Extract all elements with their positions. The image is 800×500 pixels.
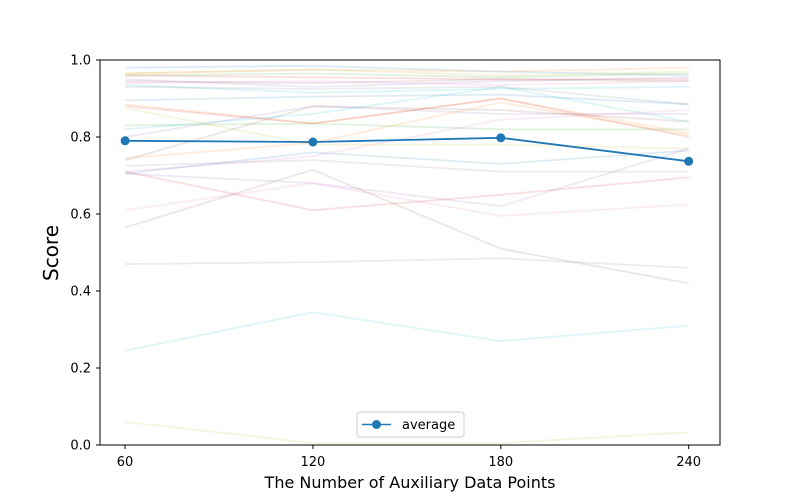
legend-average-marker xyxy=(372,420,381,429)
background-series-line-17 xyxy=(125,159,689,173)
average-series-group xyxy=(120,133,694,166)
background-series-line-23 xyxy=(125,147,689,208)
background-series-line-13 xyxy=(125,97,689,138)
background-series-line-27 xyxy=(124,311,689,352)
background-series-line-12 xyxy=(125,122,689,131)
background-series-line-2 xyxy=(125,72,689,79)
average-series-line xyxy=(125,136,689,163)
y-tick-label-5: 1.0 xyxy=(70,54,91,69)
background-series-line-20 xyxy=(124,149,689,175)
y-axis-ticks: 0.0 0.2 0.4 0.6 0.8 1.0 xyxy=(70,54,100,454)
background-series-line-16 xyxy=(125,109,689,173)
background-series-line-6 xyxy=(125,80,689,86)
background-series-line-22 xyxy=(124,170,689,212)
y-tick-label-3: 0.6 xyxy=(70,208,91,223)
legend-box xyxy=(356,411,465,438)
y-tick-label-4: 0.8 xyxy=(70,131,91,146)
x-tick-label-180: 180 xyxy=(488,455,513,470)
average-point-180 xyxy=(496,133,506,143)
background-series-line-26 xyxy=(125,257,689,269)
x-tick-label-240: 240 xyxy=(676,455,701,470)
average-point-120 xyxy=(308,137,318,147)
background-series-line-5 xyxy=(125,78,689,85)
background-series-line-3 xyxy=(125,74,689,81)
background-series-line-8 xyxy=(125,68,689,77)
background-series-group xyxy=(124,64,689,445)
background-series-line-24 xyxy=(124,168,689,285)
y-axis-label: Score xyxy=(39,225,63,281)
background-series-line-14 xyxy=(124,105,689,138)
x-tick-label-60: 60 xyxy=(117,455,134,470)
y-tick-label-1: 0.2 xyxy=(70,362,91,377)
y-tick-label-2: 0.4 xyxy=(70,285,91,300)
background-series-line-7 xyxy=(125,85,689,106)
legend: average xyxy=(356,411,465,438)
x-axis-label: The Number of Auxiliary Data Points xyxy=(264,473,556,492)
background-series-line-28 xyxy=(124,421,689,445)
background-series-line-9 xyxy=(125,84,689,94)
y-tick-label-0: 0.0 xyxy=(70,439,91,454)
background-series-line-18 xyxy=(124,107,689,150)
background-series-line-25 xyxy=(124,182,689,217)
background-series-line-0 xyxy=(125,64,689,77)
background-series-line-15 xyxy=(124,105,689,161)
plot-frame xyxy=(99,59,721,446)
background-series-line-21 xyxy=(125,101,689,160)
background-series-line-4 xyxy=(125,76,689,88)
average-point-60 xyxy=(120,136,130,146)
x-tick-label-120: 120 xyxy=(301,455,326,470)
background-series-line-11 xyxy=(125,97,689,134)
background-series-line-1 xyxy=(125,66,689,75)
x-axis-ticks: 60 120 180 240 xyxy=(117,445,701,470)
legend-average-label: average xyxy=(402,418,455,433)
background-series-line-10 xyxy=(125,93,689,106)
average-point-240 xyxy=(684,156,694,166)
background-series-line-19 xyxy=(125,85,689,131)
